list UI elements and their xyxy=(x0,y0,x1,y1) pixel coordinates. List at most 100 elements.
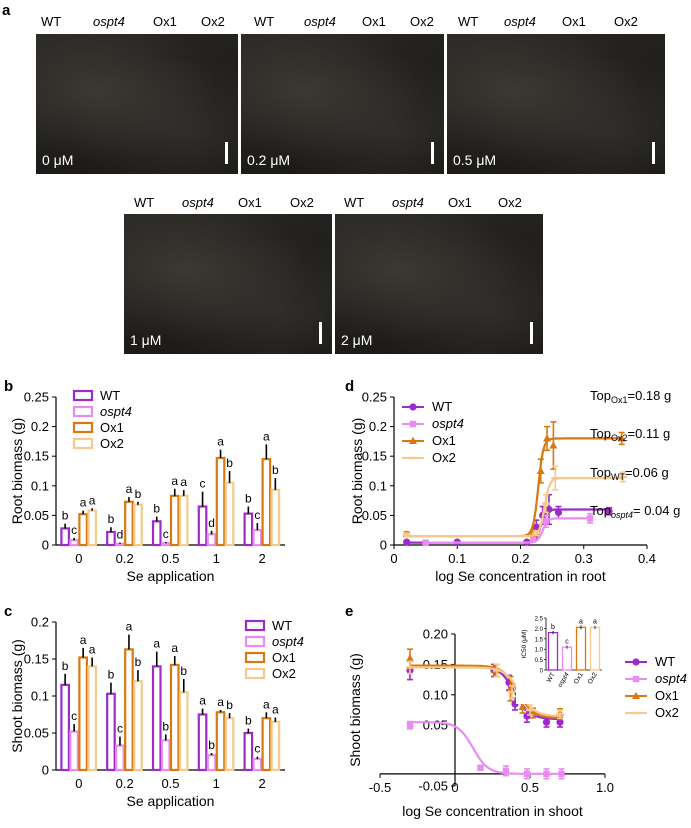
significance-letter: b xyxy=(62,659,69,673)
bar xyxy=(206,754,217,772)
y-tick-label: 0.1 xyxy=(31,689,49,704)
legend-label: WT xyxy=(655,654,675,669)
scale-bar xyxy=(319,322,322,344)
bar xyxy=(106,530,116,547)
data-point xyxy=(409,420,417,428)
inset-bar xyxy=(589,626,601,671)
significance-letter: b xyxy=(180,664,187,678)
significance-letter: a xyxy=(263,429,270,443)
bar xyxy=(151,520,162,547)
significance-letter: b xyxy=(245,492,252,506)
x-tick-label: 0.3 xyxy=(575,551,593,566)
bar xyxy=(215,711,226,772)
inset-y-tick-label: 0.5 xyxy=(535,658,544,664)
x-tick-label: 2 xyxy=(258,551,265,566)
y-tick-label: -0.05 xyxy=(418,779,448,794)
significance-letter: a xyxy=(89,493,96,507)
significance-letter: c xyxy=(254,742,260,756)
panel-letter-a: a xyxy=(2,2,11,19)
inset-y-tick-label: 1.0 xyxy=(535,648,544,654)
data-point xyxy=(536,466,545,474)
bar xyxy=(160,542,171,547)
y-tick-label: 0.05 xyxy=(24,508,49,523)
inset-y-tick-label: 0 xyxy=(540,669,544,675)
y-tick-label: 0.15 xyxy=(24,449,49,464)
significance-letter: b xyxy=(226,456,233,470)
genotype-label: Ox1 xyxy=(362,14,386,29)
data-point xyxy=(632,658,640,666)
data-point xyxy=(554,508,563,517)
legend-label: Ox1 xyxy=(432,433,456,448)
genotype-label: ospt4 xyxy=(182,195,214,210)
y-tick-label: 0.1 xyxy=(31,478,49,493)
bar xyxy=(124,500,134,547)
bar xyxy=(224,717,235,772)
data-point xyxy=(422,539,429,546)
genotype-label: WT xyxy=(458,14,479,29)
bar xyxy=(160,739,171,772)
y-tick-label: 0.15 xyxy=(24,652,49,667)
panel-letter-d: d xyxy=(345,378,355,395)
bar xyxy=(261,458,272,547)
root-dose-response-chart: 0 0.1 0.2 0.3 0.4 0 0.05 0.1 0.15 0.2 0.25 log Se c… xyxy=(349,388,680,584)
x-tick-label: 0.4 xyxy=(638,551,656,566)
legend-swatch xyxy=(244,619,266,632)
seedling-photo-1: 0.2 μM xyxy=(241,34,444,174)
y-tick-label: 0 xyxy=(42,538,49,553)
significance-letter: c xyxy=(200,477,206,491)
significance-letter: b xyxy=(226,698,233,712)
bar xyxy=(60,527,71,547)
series-WT xyxy=(403,493,613,546)
genotype-label: Ox2 xyxy=(498,195,522,210)
data-point xyxy=(529,535,537,543)
bar xyxy=(151,665,162,772)
significance-letter: c xyxy=(71,523,77,537)
fit-curve xyxy=(425,517,591,544)
bar xyxy=(78,656,89,772)
significance-letter: a xyxy=(180,475,187,489)
data-point xyxy=(542,718,551,726)
data-point xyxy=(605,507,613,515)
bar xyxy=(115,744,125,772)
axes: 0 0.05 0.1 0.15 0.2 0.25 0 0.2 0.5 1 2 xyxy=(24,390,285,566)
data-point xyxy=(502,767,510,774)
panel-letter-b: b xyxy=(4,378,14,395)
legend-label: ospt4 xyxy=(272,634,304,649)
significance-letter: c xyxy=(254,508,260,522)
significance-letter: c xyxy=(163,527,169,541)
y-axis-label: Shoot biomass (g) xyxy=(347,653,363,767)
x-tick-label: 0.2 xyxy=(116,776,134,791)
bar xyxy=(124,648,134,772)
significance-letter: a xyxy=(171,641,178,655)
legend-label: Ox1 xyxy=(100,420,124,435)
legend-label: Ox2 xyxy=(100,436,124,451)
legend-swatch xyxy=(72,405,94,418)
significance-letter: a xyxy=(80,496,87,510)
inset-bar xyxy=(547,631,559,671)
bar xyxy=(206,533,217,547)
bar xyxy=(169,494,180,547)
scale-bar xyxy=(225,142,228,164)
significance-letter: a xyxy=(171,474,178,488)
top-value-annotation: TopOx1=0.18 g xyxy=(590,388,671,405)
inset-significance-letter: a xyxy=(579,618,583,625)
significance-letter: b xyxy=(108,512,115,526)
fit-curve xyxy=(410,666,561,717)
concentration-label: 0.5 μM xyxy=(453,152,497,168)
y-tick-label: 0 xyxy=(380,538,387,553)
significance-letter: b xyxy=(135,487,142,501)
genotype-label: Ox1 xyxy=(562,14,586,29)
y-axis-label: Root biomass (g) xyxy=(349,418,365,525)
y-tick-label: 0 xyxy=(42,763,49,778)
genotype-label: WT xyxy=(254,14,275,29)
significance-letter: b xyxy=(153,502,160,516)
y-tick-label: 0.20 xyxy=(423,627,448,642)
shoot-dose-response-chart: -0.5 0 0.5 1.0 -0.05 0.05 0.10 0.15 0.20 log Se c… xyxy=(347,612,687,819)
genotype-label: ospt4 xyxy=(304,14,336,29)
bar xyxy=(169,663,180,772)
scale-bar xyxy=(652,142,655,164)
data-point xyxy=(558,770,565,778)
